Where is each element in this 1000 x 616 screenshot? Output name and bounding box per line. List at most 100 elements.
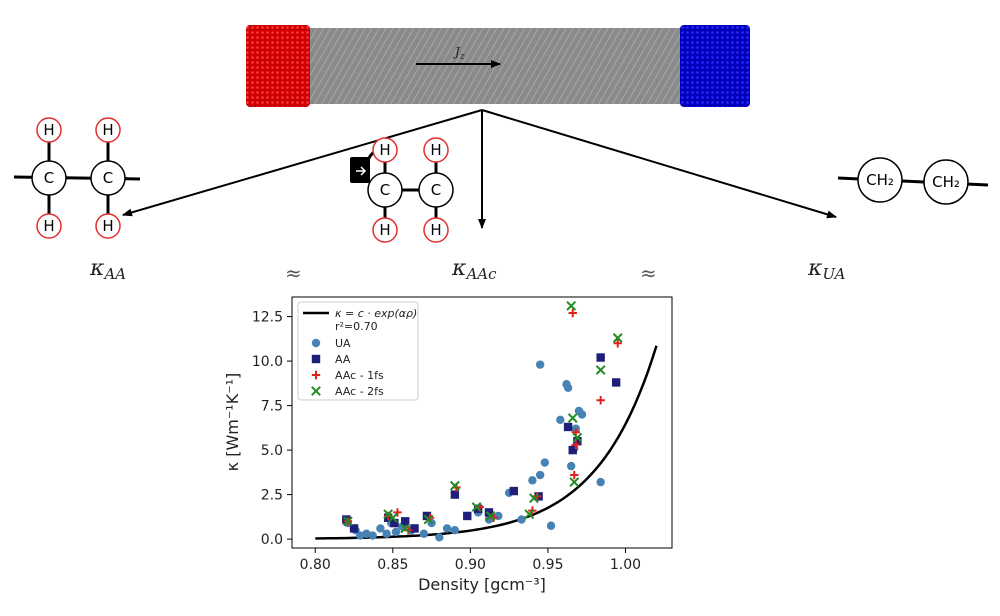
x-tick-label-2: 0.90 [455,557,486,573]
x-axis-label: Density [gcm⁻³] [418,575,546,594]
legend: κ = c · exp(αρ)r²=0.70 UA AA AAc - 1fs AAc -… [297,301,419,401]
hydrogen-label: H [430,221,441,239]
legend-label-0: UA [335,337,351,350]
hydrogen-label: H [379,141,390,159]
y-tick-label-0: 0.0 [261,532,283,548]
x-tick-label-4: 1.00 [610,557,641,573]
point-aac-2fs-4 [423,514,434,525]
point-aac-1fs-14 [596,396,605,405]
molecule-aa: H H C C H H [13,117,141,239]
legend-label-3: AAc - 2fs [335,385,384,398]
point-aac-1fs-2 [393,508,402,517]
point-aac-2fs-0 [342,516,353,527]
approx-symbol-right: ≈ [640,261,657,285]
legend-fit-r2: r²=0.70 [335,320,378,333]
point-ua-6 [382,529,391,538]
molecule-aac: H H C C H H [350,137,454,243]
point-aa-4 [401,517,410,526]
y-tick-label-1: 2.5 [261,488,283,504]
data-points [342,300,623,542]
legend-label-2: AAc - 1fs [335,369,384,382]
arrow-to-ua [481,109,837,219]
point-aac-1fs-11 [570,470,579,480]
ch2-label: CH₂ [932,173,960,191]
point-aa-13 [563,422,573,432]
carbon-label: C [431,181,441,199]
approx-symbol-left: ≈ [285,261,302,285]
scatter-plot: 0.0 2.5 5.0 7.5 10.0 12.5 0.80 0.85 0.90 0.95 1.0… [223,296,673,594]
hydrogen-label: H [102,121,113,139]
point-aac-2fs-12 [569,477,580,488]
y-tick-label-3: 7.5 [261,399,283,415]
point-ua-4 [368,531,377,540]
x-tick-label-1: 0.85 [377,557,408,573]
bulk-region [305,28,685,104]
x-tick-label-0: 0.80 [300,557,331,573]
heat-flux-label: Jz [452,45,465,62]
point-aa-15 [573,436,582,446]
point-aa-11 [509,486,518,496]
point-aac-2fs-8 [524,509,535,520]
carbon-label: C [44,169,54,187]
point-ua-11 [419,529,429,538]
constraint-lock-icon [350,157,370,183]
point-aa-6 [422,511,432,521]
molecule-ua: CH₂ CH₂ [837,157,989,205]
point-ua-8 [391,527,401,537]
y-axis-label: κ [Wm⁻¹K⁻¹] [223,373,242,472]
legend-fit-label: κ = c · exp(αρ) [335,307,417,320]
point-aac-2fs-7 [485,511,496,521]
point-aa-7 [450,490,460,499]
point-ua-33 [577,410,587,419]
point-ua-19 [494,511,503,521]
point-ua-13 [435,533,444,542]
point-aa-17 [611,378,621,387]
point-aa-14 [568,445,577,455]
point-ua-35 [535,360,545,369]
ch2-label: CH₂ [866,171,894,189]
point-ua-28 [563,383,573,392]
legend-box [297,301,419,401]
x-tick-label-3: 0.95 [532,557,563,573]
cold-region [680,25,750,107]
legend-marker-0 [311,338,321,348]
legend-label-1: AA [335,353,351,366]
point-aac-2fs-2 [387,512,398,523]
y-tick-label-5: 12.5 [252,310,283,326]
kappa-aa-label: κAA [89,256,126,283]
point-ua-22 [528,476,537,485]
point-aa-3 [390,518,399,528]
point-aac-2fs-5 [449,480,460,491]
point-aa-5 [410,524,419,533]
model-arrows [122,109,837,229]
y-tick-label-4: 10.0 [252,354,283,370]
point-aac-2fs-6 [471,502,482,512]
point-aac-2fs-15 [612,333,623,343]
point-aac-2fs-14 [595,365,606,375]
point-aa-16 [596,353,605,362]
hydrogen-label: H [430,141,441,159]
y-tick-label-2: 5.0 [261,443,283,459]
point-ua-25 [546,521,556,530]
point-aac-2fs-11 [567,413,578,423]
point-aa-1 [349,524,359,533]
x-axis: 0.80 0.85 0.90 0.95 1.00 [300,548,641,573]
point-aa-10 [484,508,494,517]
point-aac-2fs-9 [529,493,539,504]
plot-frame [291,296,673,549]
hydrogen-label: H [43,121,54,139]
point-aac-1fs-15 [613,339,622,348]
point-ua-26 [556,415,565,425]
point-ua-21 [517,515,526,524]
simulation-box: Jz [246,25,750,107]
hydrogen-label: H [379,221,390,239]
legend-marker-3 [311,386,321,396]
point-ua-14 [442,524,452,533]
point-aac-2fs-13 [572,432,583,443]
carbon-label: C [380,181,390,199]
point-ua-5 [376,524,385,533]
carbon-label: C [103,169,113,187]
point-aac-1fs-10 [568,308,577,318]
arrow-to-aa [122,109,483,217]
